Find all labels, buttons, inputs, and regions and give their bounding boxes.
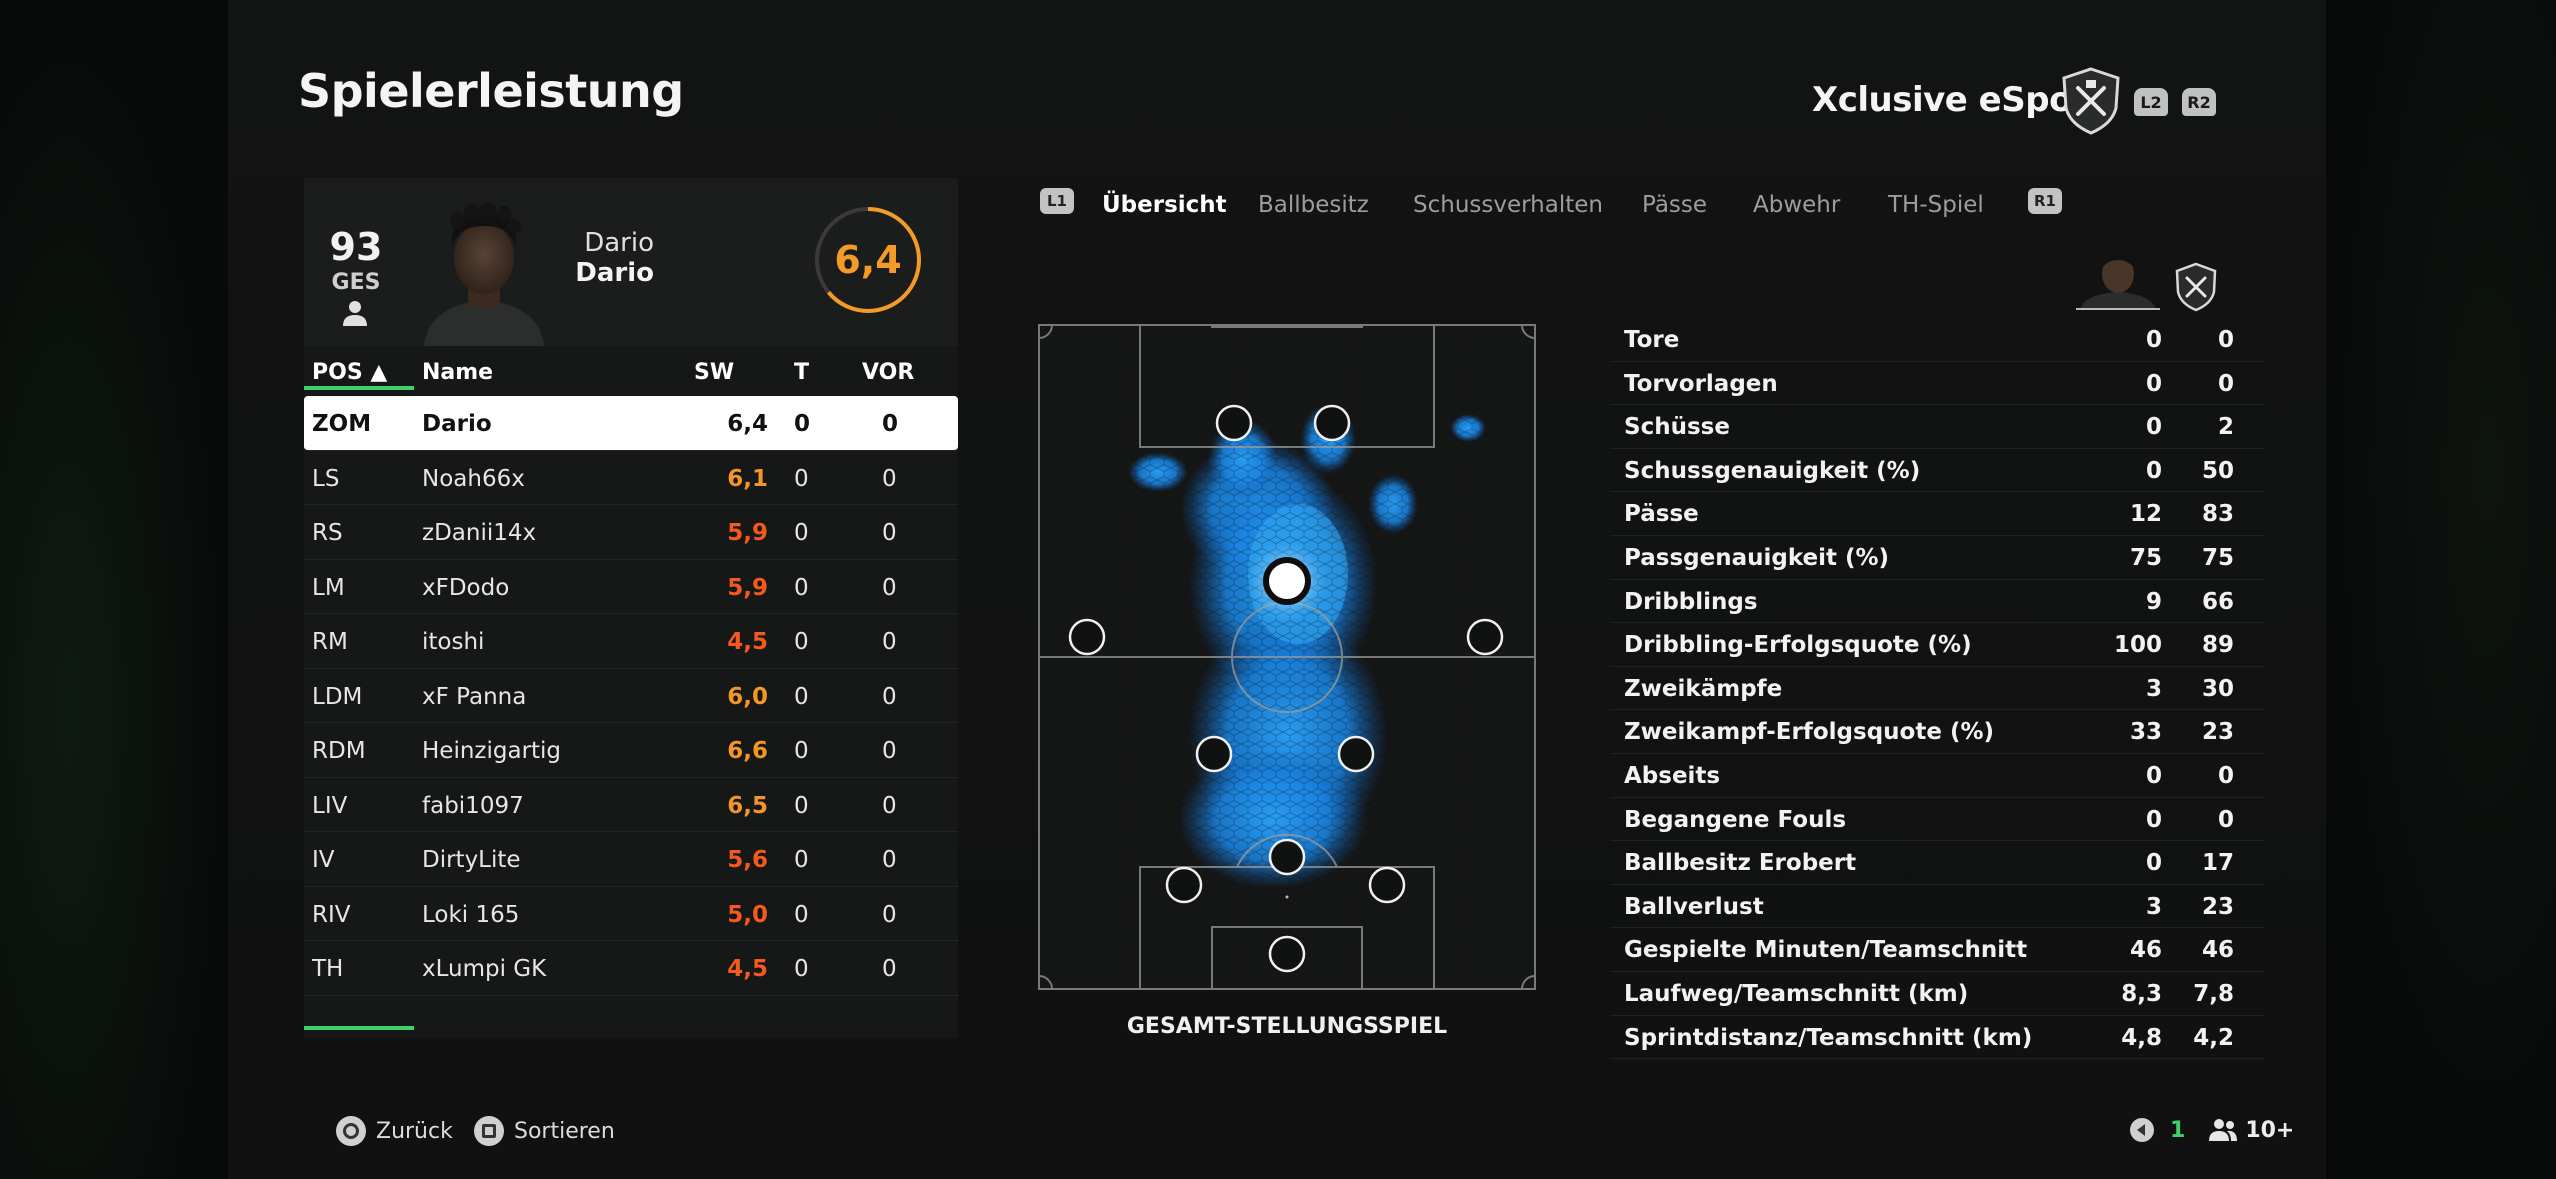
sw-header[interactable]: SW [694, 360, 735, 385]
table-row[interactable]: LM xFDodo 5,9 0 0 [304, 560, 958, 614]
stats-table: Tore 0 0 Torvorlagen 0 0 Schüsse 0 2 Schussgen… [1610, 318, 2264, 1060]
table-row[interactable]: LIV fabi1097 6,5 0 0 [304, 778, 958, 832]
stat-row: Ballbesitz Erobert 0 17 [1610, 841, 2264, 885]
stat-row: Pässe 12 83 [1610, 492, 2264, 536]
stat-row: Schüsse 0 2 [1610, 405, 2264, 449]
table-row[interactable]: ZOM Dario 6,4 0 0 [304, 396, 958, 451]
tab-abwehr[interactable]: Abwehr [1753, 192, 1841, 218]
party-icon [2209, 1119, 2238, 1141]
table-row[interactable]: TH xLumpi GK 4,5 0 0 [304, 941, 958, 996]
club-crest-icon [2062, 67, 2120, 135]
square-button-icon [474, 1116, 504, 1146]
rating-ring [815, 207, 921, 313]
stat-row: Abseits 0 0 [1610, 754, 2264, 798]
club-name: Xclusive eSport [1812, 80, 2104, 120]
positioning-heatmap [1038, 324, 1536, 990]
sort-pos-header[interactable]: POS ▲ [312, 360, 388, 385]
player-rows: ZOM Dario 6,4 0 0 LS Noah66x 6,1 0 0 RS zDanii14x… [304, 396, 958, 996]
table-row[interactable]: RDM Heinzigartig 6,6 0 0 [304, 723, 958, 778]
table-row[interactable]: RM itoshi 4,5 0 0 [304, 614, 958, 669]
player-first-name: Dario [584, 228, 654, 258]
stat-row: Gespielte Minuten/Teamschnitt 46 46 [1610, 928, 2264, 972]
player-last-name: Dario [575, 258, 654, 288]
l1-button[interactable]: L1 [1040, 188, 1074, 214]
sort-button[interactable]: Sortieren [474, 1116, 615, 1146]
table-row[interactable]: LS Noah66x 6,1 0 0 [304, 451, 958, 505]
stat-row: Laufweg/Teamschnitt (km) 8,3 7,8 [1610, 972, 2264, 1016]
stat-row: Dribbling-Erfolgsquote (%) 100 89 [1610, 623, 2264, 667]
network-status: 1 10+ [2128, 1116, 2294, 1144]
player-portrait [424, 202, 544, 346]
stat-row: Dribblings 9 66 [1610, 580, 2264, 624]
network-icon [2130, 1118, 2154, 1142]
back-button[interactable]: Zurück [336, 1116, 453, 1146]
table-row[interactable]: RS zDanii14x 5,9 0 0 [304, 505, 958, 560]
person-icon [343, 301, 367, 326]
r2-button[interactable]: R2 [2182, 88, 2216, 116]
formation-dots [1068, 404, 1504, 973]
stat-row: Ballverlust 3 23 [1610, 885, 2264, 929]
vor-header[interactable]: VOR [862, 360, 915, 385]
r1-button[interactable]: R1 [2028, 188, 2062, 214]
circle-button-icon [336, 1116, 366, 1146]
stat-row: Sprintdistanz/Teamschnitt (km) 4,8 4,2 [1610, 1016, 2264, 1060]
l2-button[interactable]: L2 [2134, 88, 2168, 116]
player-list-panel: 93 GES Dario Dario 6,4 [304, 178, 958, 1038]
team-crest-icon [2175, 262, 2217, 312]
stat-row: Torvorlagen 0 0 [1610, 362, 2264, 406]
player-overall: 93 [329, 225, 383, 269]
right-backdrop [2326, 0, 2556, 1179]
party-count: 10+ [2245, 1117, 2295, 1143]
stat-row: Zweikampf-Erfolgsquote (%) 33 23 [1610, 710, 2264, 754]
network-count: 1 [2170, 1117, 2186, 1143]
tab-uebersicht[interactable]: Übersicht [1102, 192, 1227, 218]
tab-schussverhalten[interactable]: Schussverhalten [1413, 192, 1603, 218]
selected-player-card: 93 GES Dario Dario 6,4 [304, 178, 958, 346]
stat-row: Tore 0 0 [1610, 318, 2264, 362]
sort-indicator [304, 386, 414, 390]
page-title: Spielerleistung [298, 64, 684, 118]
stat-row: Zweikämpfe 3 30 [1610, 667, 2264, 711]
left-backdrop [0, 0, 228, 1179]
tab-th-spiel[interactable]: TH-Spiel [1888, 192, 1984, 218]
tab-ballbesitz[interactable]: Ballbesitz [1258, 192, 1369, 218]
table-row[interactable]: LDM xF Panna 6,0 0 0 [304, 669, 958, 723]
stat-row: Begangene Fouls 0 0 [1610, 798, 2264, 842]
stat-row: Passgenauigkeit (%) 75 75 [1610, 536, 2264, 580]
list-scroll-indicator [304, 1026, 414, 1030]
overall-label: GES [331, 270, 381, 295]
table-header: POS ▲ Name SW T VOR [304, 346, 958, 396]
tab-paesse[interactable]: Pässe [1642, 192, 1708, 218]
stat-row: Schussgenauigkeit (%) 0 50 [1610, 449, 2264, 493]
player-match-rating: 6,4 [834, 238, 902, 282]
player-thumbnail [2076, 252, 2160, 310]
table-row[interactable]: RIV Loki 165 5,0 0 0 [304, 887, 958, 941]
table-row[interactable]: IV DirtyLite 5,6 0 0 [304, 832, 958, 887]
name-header[interactable]: Name [422, 360, 494, 385]
t-header[interactable]: T [794, 360, 810, 385]
heatmap-caption: GESAMT-STELLUNGSSPIEL [1126, 1014, 1448, 1039]
